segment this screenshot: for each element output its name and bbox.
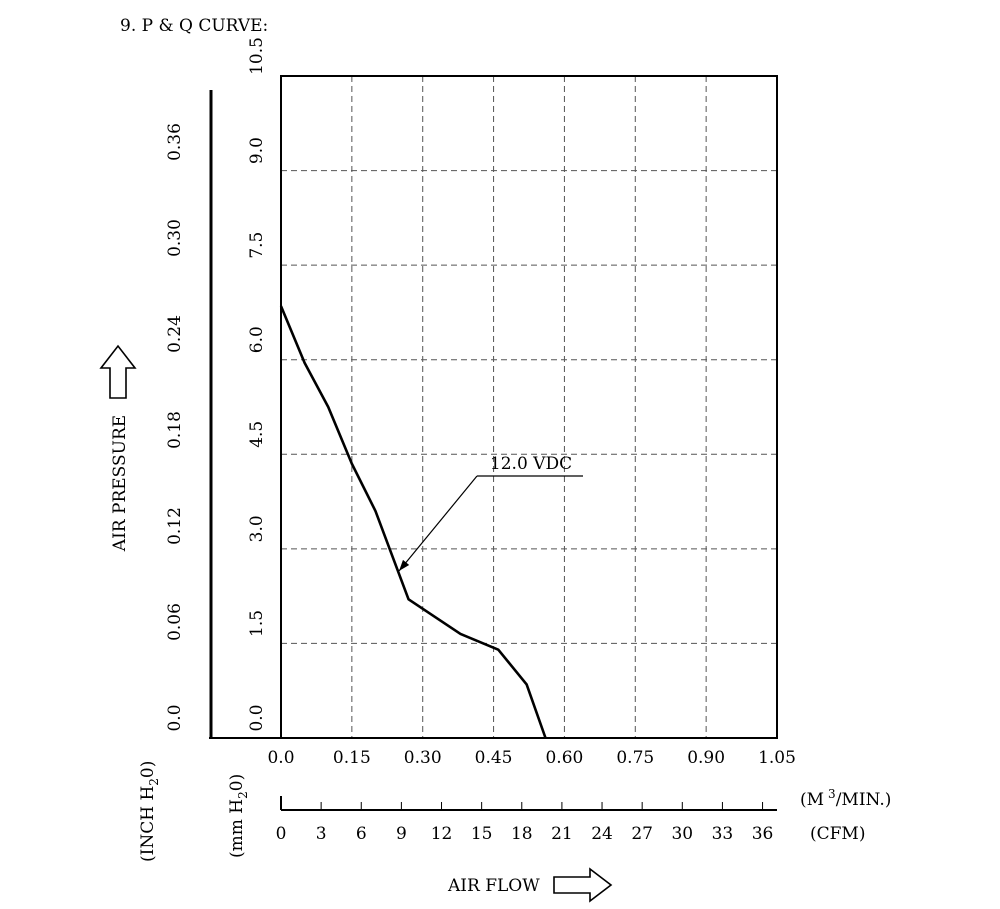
cfm-tick-label: 30	[671, 824, 693, 844]
cfm-tick-label: 0	[276, 824, 287, 844]
cfm-tick-labels: 0 3 6 9 12 15 18 21 24 27 30 33 36	[276, 796, 774, 844]
cfm-tick-label: 27	[631, 824, 653, 844]
x-unit-m3min: (M 3/MIN.)	[800, 787, 891, 810]
inch-tick-labels: 0.0 0.06 0.12 0.18 0.24 0.30 0.36	[165, 123, 185, 731]
cfm-tick-label: 24	[591, 824, 613, 844]
x-tick-label: 0.15	[333, 748, 371, 768]
cfm-tick-label: 15	[471, 824, 493, 844]
annotation-layer: 12.0 VDC	[398, 454, 583, 572]
y-tick-label: 0.0	[247, 704, 267, 731]
inch-tick-label: 0.12	[165, 507, 185, 545]
x-tick-label: 0.75	[616, 748, 654, 768]
cfm-tick-label: 9	[396, 824, 407, 844]
plot-frame	[280, 75, 778, 739]
inch-tick-label: 0.0	[165, 704, 185, 731]
inch-tick-label: 0.30	[165, 219, 185, 257]
y-tick-label: 4.5	[247, 421, 267, 448]
cfm-tick-label: 21	[551, 824, 573, 844]
y-tick-label: 3.0	[247, 515, 267, 542]
x-unit-cfm: (CFM)	[810, 824, 865, 844]
x-tick-labels: 0.0 0.15 0.30 0.45 0.60 0.75 0.90 1.05	[267, 748, 795, 768]
cfm-tick-label: 3	[316, 824, 327, 844]
x-unit-superscript: 3	[828, 787, 836, 801]
y-axis-title: AIR PRESSURE	[110, 415, 130, 552]
y-tick-label: 1.5	[247, 610, 267, 637]
inch-tick-label: 0.18	[165, 411, 185, 449]
arrow-up-icon	[99, 344, 137, 399]
cfm-tick-label: 12	[431, 824, 453, 844]
x-tick-label: 0.90	[687, 748, 725, 768]
cfm-tick-label: 33	[712, 824, 734, 844]
y-tick-label: 9.0	[247, 137, 267, 164]
annotation-arrowhead	[399, 559, 410, 571]
y-tick-label: 10.5	[247, 37, 267, 75]
y-unit-inch: (INCH H20)	[138, 761, 161, 862]
series-line-12vdc	[279, 305, 547, 739]
series-label-12vdc: 12.0 VDC	[490, 454, 572, 474]
y-tick-labels: 0.0 1.5 3.0 4.5 6.0 7.5 9.0 10.5	[247, 37, 267, 731]
inch-tick-label: 0.24	[165, 315, 185, 353]
cfm-tick-label: 18	[511, 824, 533, 844]
inch-tick-label: 0.36	[165, 123, 185, 161]
y-unit-mm: (mm H20)	[227, 774, 250, 858]
arrow-right-icon	[553, 867, 613, 903]
cfm-tick-label: 36	[752, 824, 774, 844]
inch-tick-label: 0.06	[165, 603, 185, 641]
x-axis-title: AIR FLOW	[447, 876, 540, 896]
x-tick-label: 0.30	[404, 748, 442, 768]
series-layer	[279, 305, 547, 739]
x-tick-label: 0.60	[545, 748, 583, 768]
y-tick-label: 7.5	[247, 232, 267, 259]
grid-lines	[281, 76, 777, 738]
x-tick-label: 1.05	[758, 748, 796, 768]
x-tick-label: 0.45	[475, 748, 513, 768]
section-title: 9. P & Q CURVE:	[120, 16, 268, 36]
x-tick-label: 0.0	[267, 748, 294, 768]
y-tick-label: 6.0	[247, 326, 267, 353]
annotation-leader	[398, 475, 478, 572]
cfm-tick-label: 6	[356, 824, 367, 844]
